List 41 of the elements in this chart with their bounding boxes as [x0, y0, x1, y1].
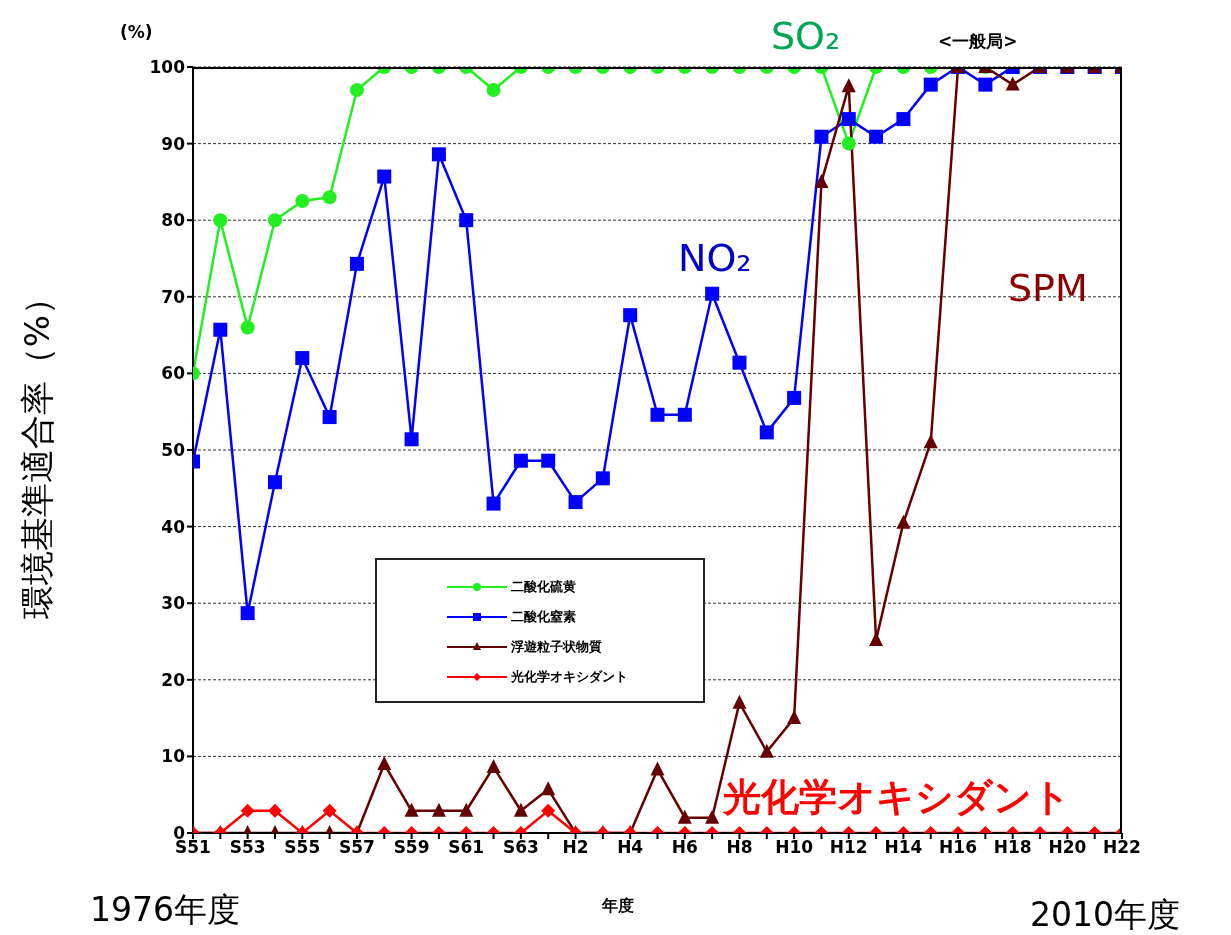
legend-label: 二酸化硫黄 [511, 578, 576, 596]
y-tick-label: 100 [149, 57, 186, 78]
text: SO₂ [771, 14, 841, 58]
y-tick-label: 50 [161, 440, 186, 461]
legend-label: 二酸化窒素 [511, 608, 576, 626]
x-tick-label: H2 [562, 837, 589, 858]
x-tick-label: S63 [502, 837, 539, 858]
text: 2010年度 [1030, 894, 1180, 935]
y-tick-label: 20 [161, 669, 186, 690]
legend-label: 浮遊粒子状物質 [511, 638, 602, 656]
y-tick-label: 40 [161, 516, 186, 537]
y-axis-title: 環境基準適合率（%） [16, 280, 58, 620]
x-tick-label: S61 [448, 837, 485, 858]
annotation: SPM [1008, 266, 1088, 310]
x-tick-label: S57 [338, 837, 375, 858]
y-tick-label: 70 [161, 286, 186, 307]
x-tick-label: S59 [393, 837, 430, 858]
y-tick-label: 10 [161, 746, 186, 767]
annotation: 光化学オキシダント [723, 774, 1071, 821]
x-axis-title: 年度 [601, 896, 634, 917]
y-tick-label: 30 [161, 593, 186, 614]
y-tick-label: 80 [161, 210, 186, 231]
x-tick-label: H4 [617, 837, 644, 858]
annotation: NO₂ [678, 236, 752, 280]
y-tick-label: 90 [161, 133, 186, 154]
x-tick-label: H12 [829, 837, 868, 858]
x-tick-label: H10 [775, 837, 814, 858]
x-tick-label: H18 [993, 837, 1032, 858]
x-tick-label: H8 [726, 837, 753, 858]
x-tick-label: H20 [1048, 837, 1087, 858]
x-tick-label: H16 [939, 837, 977, 858]
legend-label: 光化学オキシダント [511, 668, 628, 686]
text: 1976年度 [90, 889, 240, 931]
text: (%) [120, 22, 153, 42]
x-tick-label: H14 [884, 837, 923, 858]
x-tick-label: S53 [229, 837, 266, 858]
x-tick-label: H22 [1103, 837, 1141, 858]
y-tick-label: 60 [161, 363, 186, 384]
x-tick-label: H6 [671, 837, 698, 858]
x-tick-label: S55 [284, 837, 321, 858]
text: <一般局> [938, 30, 1018, 53]
